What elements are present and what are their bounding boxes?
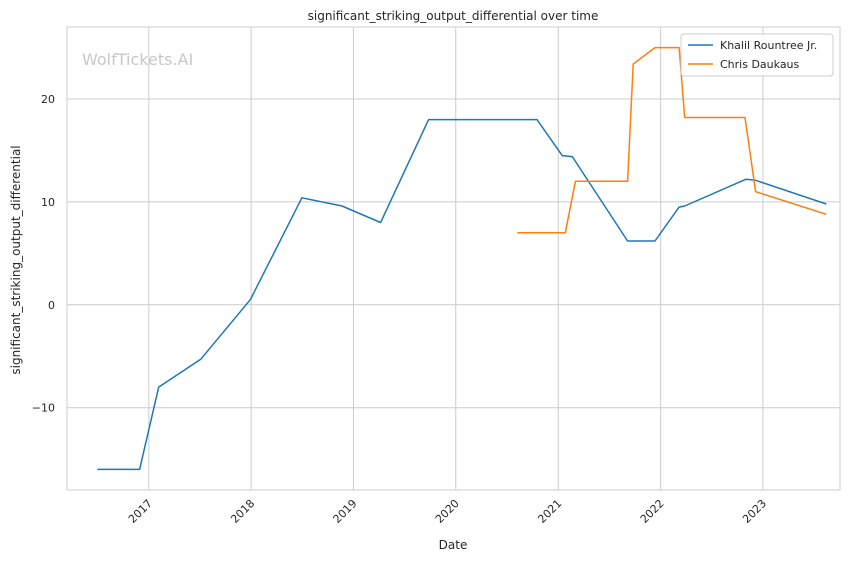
x-axis-label: Date [439, 538, 468, 552]
y-axis-ticks: −10 0 10 20 [32, 93, 55, 415]
series-line-chris-daukaus [517, 46, 827, 234]
series-group [97, 46, 827, 471]
legend-label-chris-daukaus: Chris Daukaus [720, 58, 800, 71]
legend: Khalil Rountree Jr. Chris Daukaus [680, 33, 834, 77]
y-tick-label: 10 [41, 196, 55, 209]
grid [67, 27, 840, 490]
y-tick-label: −10 [32, 402, 55, 415]
x-tick-label: 2017 [126, 497, 155, 526]
y-tick-label: 20 [41, 93, 55, 106]
legend-label-khalil-rountree: Khalil Rountree Jr. [720, 39, 817, 52]
x-tick-label: 2018 [228, 497, 257, 526]
x-tick-label: 2022 [638, 497, 667, 526]
x-axis-ticks: 2017 2018 2019 2020 2021 2022 2023 [126, 497, 769, 526]
chart-title: significant_striking_output_differential… [308, 9, 599, 23]
series-line-khalil-rountree-jr [97, 118, 827, 471]
plot-area [66, 26, 841, 491]
x-tick-label: 2019 [331, 497, 360, 526]
y-axis-label: significant_striking_output_differential [9, 145, 23, 374]
x-tick-label: 2021 [535, 497, 564, 526]
x-tick-label: 2023 [740, 497, 769, 526]
legend-box [680, 33, 834, 77]
y-tick-label: 0 [48, 299, 55, 312]
x-tick-label: 2020 [433, 497, 462, 526]
watermark: WolfTickets.AI [82, 50, 193, 69]
